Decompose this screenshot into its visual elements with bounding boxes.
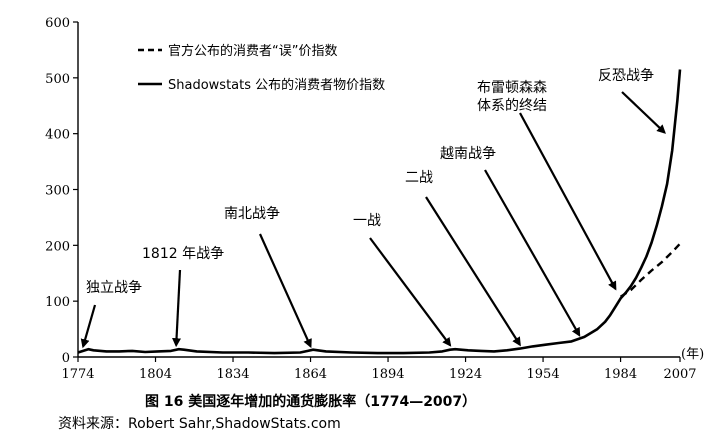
- legend: 官方公布的消费者“误”价指数 Shadowstats 公布的消费者物价指数: [138, 43, 385, 93]
- annotation-arrow: [258, 233, 312, 349]
- annotation-label: 越南战争: [440, 146, 496, 162]
- annotation-arrow: [484, 169, 581, 337]
- x-tick-label: 1834: [216, 367, 249, 382]
- annotation-arrow: [172, 269, 182, 348]
- y-tick-label: 0: [62, 351, 70, 366]
- y-tick-label: 500: [45, 72, 70, 87]
- annotation-label: 南北战争: [224, 206, 280, 222]
- chart-caption: 图 16 美国逐年增加的通货膨胀率（1774—2007）: [145, 393, 476, 410]
- y-tick-label: 600: [45, 16, 70, 31]
- annotation-label: 一战: [353, 213, 381, 229]
- y-tick-label: 100: [45, 295, 70, 310]
- y-tick-label: 300: [45, 184, 70, 199]
- axes: 0 100 200 300 400 500 600 1774 1804 1834 1864 1894 1…: [45, 16, 696, 382]
- annotation-arrow: [519, 112, 617, 291]
- annotation-label: 独立战争: [86, 280, 142, 296]
- legend-label: 官方公布的消费者“误”价指数: [168, 43, 337, 59]
- x-tick-label: 1804: [139, 367, 172, 382]
- series-line-shadowstats-cpi: [77, 69, 682, 355]
- annotation-arrow: [425, 196, 521, 347]
- annotation-arrow: [369, 237, 452, 347]
- legend-label: Shadowstats 公布的消费者物价指数: [168, 77, 385, 93]
- annotation-arrow: [621, 91, 666, 134]
- y-tick-label: 200: [45, 239, 70, 254]
- x-tick-label: 1864: [294, 367, 327, 382]
- plot-area: [77, 69, 682, 355]
- x-tick-label: 1774: [61, 367, 94, 382]
- x-tick-label: 1924: [449, 367, 482, 382]
- chart-source: 资料来源：Robert Sahr,ShadowStats.com: [58, 416, 341, 432]
- annotation-label: 二战: [405, 170, 433, 186]
- x-tick-label: 2007: [663, 367, 696, 382]
- x-unit-label: (年): [681, 347, 704, 362]
- y-tick-label: 400: [45, 128, 70, 143]
- annotation-arrow: [80, 304, 97, 349]
- x-tick-label: 1954: [527, 367, 560, 382]
- x-tick-label: 1894: [371, 367, 404, 382]
- annotation-label: 1812 年战争: [142, 246, 224, 262]
- series-line-official-cpi: [619, 242, 681, 298]
- annotation-label: 反恐战争: [598, 68, 654, 84]
- x-tick-label: 1984: [604, 367, 637, 382]
- annotation-label: 布雷顿森森体系的终结: [477, 80, 547, 114]
